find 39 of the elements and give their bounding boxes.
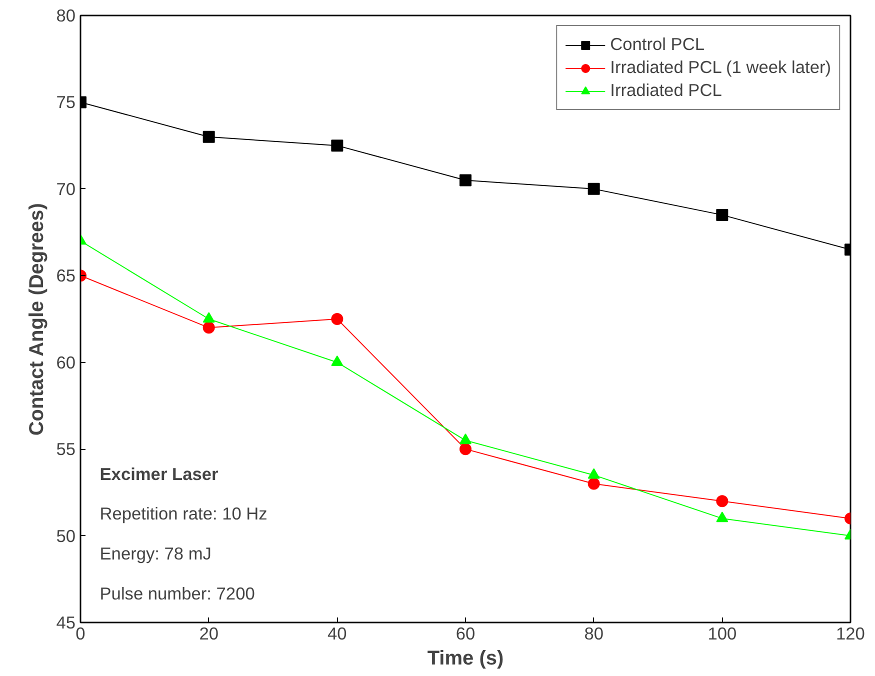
annotation: Repetition rate: 10 Hz <box>100 504 268 524</box>
y-tick-label: 45 <box>56 612 76 632</box>
point <box>588 468 600 479</box>
point <box>588 182 600 195</box>
point <box>716 512 728 522</box>
y-tick-label: 80 <box>56 6 76 26</box>
x-tick-label: 80 <box>584 624 604 644</box>
point <box>331 140 344 152</box>
point <box>331 313 344 325</box>
point <box>202 322 215 334</box>
point <box>460 443 472 456</box>
legend-label: Irradiated PCL (1 week later) <box>610 57 831 78</box>
legend-label: Control PCL <box>610 34 705 55</box>
y-tick-label: 60 <box>56 352 76 372</box>
x-tick-label: 40 <box>328 624 347 644</box>
point <box>588 478 600 490</box>
point <box>202 312 215 323</box>
point <box>716 495 728 508</box>
y-tick-label: 50 <box>56 526 76 546</box>
legend-label: Irradiated PCL <box>610 80 722 101</box>
x-tick-label: 120 <box>836 624 865 644</box>
x-tick-label: 100 <box>708 624 737 644</box>
annotation: Energy: 78 mJ <box>100 544 212 564</box>
annotation: Excimer Laser <box>100 464 218 484</box>
y-tick-label: 75 <box>56 92 76 112</box>
x-tick-label: 60 <box>456 624 476 644</box>
y-tick-label: 65 <box>56 266 76 286</box>
x-tick-label: 20 <box>199 624 218 644</box>
point <box>331 356 344 366</box>
point <box>460 174 472 186</box>
y-tick-label: 55 <box>56 439 76 460</box>
point <box>716 208 728 221</box>
annotation: Pulse number: 7200 <box>100 583 255 604</box>
point <box>460 434 472 444</box>
point <box>202 130 215 143</box>
y-axis-title: Contact Angle (Degrees) <box>26 203 48 436</box>
x-tick-label: 0 <box>76 624 86 644</box>
y-tick-label: 70 <box>56 178 76 199</box>
x-axis-title: Time (s) <box>427 648 504 670</box>
